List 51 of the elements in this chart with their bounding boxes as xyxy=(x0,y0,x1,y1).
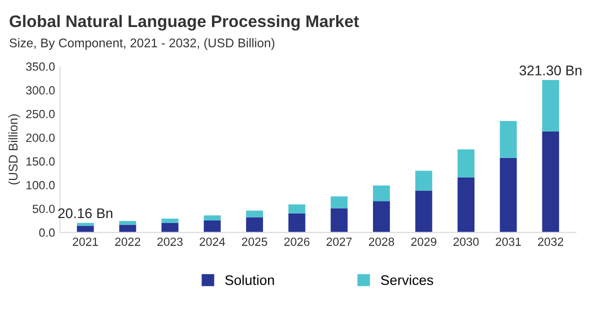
bar xyxy=(500,158,517,232)
bar xyxy=(288,213,306,232)
y-tick-label: 300.0 xyxy=(26,86,55,95)
x-tick-label: 2025 xyxy=(242,238,268,246)
bar xyxy=(330,208,348,232)
total-label: 321.30 Bn xyxy=(519,66,582,76)
bar xyxy=(458,177,474,232)
x-tick-label: 2030 xyxy=(453,238,479,246)
y-tick-label: 200.0 xyxy=(26,134,55,142)
x-tick-label: 2023 xyxy=(157,238,183,246)
x-tick-label: 2022 xyxy=(115,238,140,246)
bar xyxy=(76,226,94,232)
bar xyxy=(330,196,348,208)
x-tick-label: 2029 xyxy=(411,238,436,246)
bar xyxy=(246,210,264,218)
bar xyxy=(76,222,94,226)
y-tick-label: 100.0 xyxy=(26,181,55,190)
x-tick-label: 2027 xyxy=(326,238,352,246)
bar xyxy=(542,131,560,232)
x-tick-label: 2021 xyxy=(72,238,98,246)
legend-label: Solution xyxy=(225,274,274,286)
bar xyxy=(458,149,474,178)
bar xyxy=(204,215,221,221)
bar xyxy=(500,120,517,158)
bar xyxy=(415,190,432,232)
bar xyxy=(204,220,221,232)
chart-subtitle: Size, By Component, 2021 - 2032, (USD Billion) xyxy=(10,38,274,50)
bar xyxy=(372,185,390,202)
y-tick-label: 350.0 xyxy=(26,62,55,71)
y-tick-label: 0.0 xyxy=(39,228,55,237)
bar xyxy=(162,218,178,223)
x-tick-label: 2032 xyxy=(538,238,564,246)
x-tick-label: 2026 xyxy=(284,238,310,246)
bar xyxy=(372,201,390,232)
bar xyxy=(246,217,264,232)
chart-title: Global Natural Language Processing Market xyxy=(10,14,359,31)
total-label: 20.16 Bn xyxy=(58,208,112,218)
x-tick-label: 2024 xyxy=(200,238,226,246)
bar xyxy=(288,204,306,214)
bar xyxy=(542,80,560,132)
x-tick-label: 2028 xyxy=(368,238,394,246)
bar xyxy=(162,222,178,232)
x-tick-label: 2031 xyxy=(496,238,521,246)
bar xyxy=(119,224,136,232)
y-axis-title: (USD Billion) xyxy=(8,114,20,184)
legend-label: Services xyxy=(380,274,434,286)
bar xyxy=(119,221,136,225)
bar xyxy=(415,170,432,191)
y-tick-label: 150.0 xyxy=(26,157,55,166)
y-tick-label: 250.0 xyxy=(26,110,55,118)
y-tick-label: 50.0 xyxy=(32,204,55,214)
